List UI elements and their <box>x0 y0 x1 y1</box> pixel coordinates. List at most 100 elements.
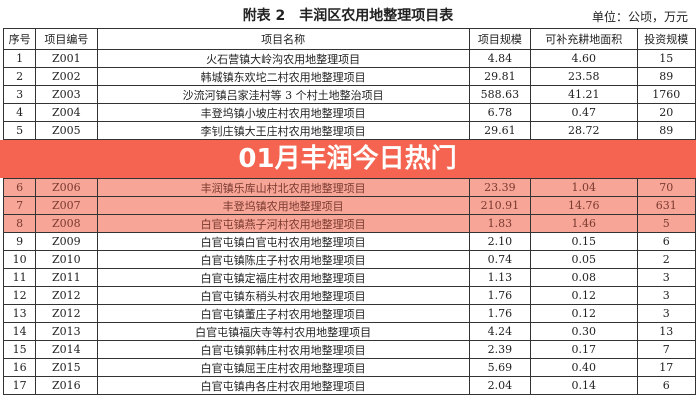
table-cell: 白官屯镇白官屯村农用地整理项目 <box>96 232 470 251</box>
table-cell: Z014 <box>35 340 98 359</box>
column-header: 可补充耕地面积 <box>530 28 638 50</box>
table-row: 13 Z012 白官屯镇董庄子村农用地整理项目 1.76 0.12 3 <box>2 304 696 323</box>
table-cell: 白官屯镇冉各庄村农用地整理项目 <box>96 376 470 395</box>
table-cell: Z010 <box>35 250 98 269</box>
table-cell: 5 <box>2 121 37 140</box>
table-cell: 5.69 <box>468 358 532 377</box>
table-cell: Z005 <box>35 121 98 140</box>
column-header: 项目规模 <box>468 28 532 50</box>
banner-text: 01月丰润今日热门 <box>0 140 696 178</box>
table-row: 2 Z002 韩城镇东欢坨二村农用地整理项目 29.81 23.58 89 <box>2 67 696 86</box>
table-row: 7 Z007 丰登坞镇农用地整理项目 210.91 14.76 631 <box>2 196 696 215</box>
table-cell: 0.08 <box>530 268 638 287</box>
table-cell: Z001 <box>35 49 98 68</box>
table-cell: 沙流河镇吕家洼村等 3 个村土地整治项目 <box>96 85 470 104</box>
table-cell: 4 <box>2 103 37 122</box>
table-cell: 13 <box>2 304 37 323</box>
table-cell: 41.21 <box>530 85 638 104</box>
table-cell: Z008 <box>35 214 98 233</box>
table-row: 6 Z006 丰润镇乐库山村北农用地整理项目 23.39 1.04 70 <box>2 178 696 197</box>
project-table: 序号 项目编号 项目名称 项目规模 可补充耕地面积 投资规模 1 Z001 火石营镇大岭沟农用… <box>0 28 696 395</box>
table-cell: Z007 <box>35 196 98 215</box>
table-cell: 1.13 <box>468 268 532 287</box>
banner-cell: 01月丰润今日热门 <box>0 140 696 179</box>
table-cell: 4.24 <box>468 322 532 341</box>
table-cell: 丰登坞镇小坡庄村农用地整理项目 <box>96 103 470 122</box>
table-cell: 4.60 <box>530 49 638 68</box>
table-cell: 29.61 <box>468 121 532 140</box>
table-cell: 0.47 <box>530 103 638 122</box>
table-cell: 3 <box>636 304 696 323</box>
table-cell: Z002 <box>35 67 98 86</box>
table-cell: Z003 <box>35 85 98 104</box>
table-row: 4 Z004 丰登坞镇小坡庄村农用地整理项目 6.78 0.47 20 <box>2 103 696 122</box>
table-cell: 15 <box>636 49 696 68</box>
table-cell: 0.12 <box>530 304 638 323</box>
column-header: 序号 <box>2 28 37 50</box>
table-cell: 0.05 <box>530 250 638 269</box>
table-cell: 7 <box>2 196 37 215</box>
table-cell: 0.17 <box>530 340 638 359</box>
table-cell: 14.76 <box>530 196 638 215</box>
table-cell: Z013 <box>35 322 98 341</box>
table-cell: 2 <box>2 67 37 86</box>
table-cell: 15 <box>2 340 37 359</box>
table-cell: 631 <box>636 196 696 215</box>
table-cell: 1.04 <box>530 178 638 197</box>
table-cell: 23.58 <box>530 67 638 86</box>
banner-row: 01月丰润今日热门 <box>0 140 696 179</box>
table-cell: 6.78 <box>468 103 532 122</box>
column-header: 项目名称 <box>96 28 470 50</box>
table-cell: 7 <box>636 340 696 359</box>
table-cell: 588.63 <box>468 85 532 104</box>
table-cell: 0.12 <box>530 286 638 305</box>
table-cell: 白官屯镇董庄子村农用地整理项目 <box>96 304 470 323</box>
table-cell: Z015 <box>35 358 98 377</box>
table-cell: 11 <box>2 268 37 287</box>
table-row: 3 Z003 沙流河镇吕家洼村等 3 个村土地整治项目 588.63 41.21 1760 <box>2 85 696 104</box>
table-cell: 6 <box>636 376 696 395</box>
table-row: 5 Z005 李钊庄镇大王庄村农用地整理项目 29.61 28.72 89 <box>2 121 696 140</box>
table-cell: Z012 <box>35 286 98 305</box>
table-cell: 2.04 <box>468 376 532 395</box>
table-cell: 8 <box>2 214 37 233</box>
table-cell: 23.39 <box>468 178 532 197</box>
table-cell: 13 <box>636 322 696 341</box>
table-cell: 29.81 <box>468 67 532 86</box>
table-cell: Z011 <box>35 268 98 287</box>
table-cell: 89 <box>636 67 696 86</box>
table-cell: 17 <box>636 358 696 377</box>
table-cell: 1.83 <box>468 214 532 233</box>
table-cell: 4.84 <box>468 49 532 68</box>
table-cell: 白官屯镇东稍头村农用地整理项目 <box>96 286 470 305</box>
table-title: 附表 2 丰润区农用地整理项目表 <box>242 8 454 24</box>
table-cell: 210.91 <box>468 196 532 215</box>
table-cell: 丰登坞镇农用地整理项目 <box>96 196 470 215</box>
table-row: 8 Z008 白官屯镇燕子河村农用地整理项目 1.83 1.46 5 <box>2 214 696 233</box>
table-cell: 0.14 <box>530 376 638 395</box>
unit-label: 单位：公顷，万元 <box>591 10 688 24</box>
table-cell: 17 <box>2 376 37 395</box>
table-row: 12 Z012 白官屯镇东稍头村农用地整理项目 1.76 0.12 3 <box>2 286 696 305</box>
table-cell: 1.76 <box>468 304 532 323</box>
table-cell: 2.39 <box>468 340 532 359</box>
table-cell: Z009 <box>35 232 98 251</box>
table-row: 17 Z016 白官屯镇冉各庄村农用地整理项目 2.04 0.14 6 <box>2 376 696 395</box>
table-cell: 2.10 <box>468 232 532 251</box>
table-row: 11 Z011 白官屯镇定福庄村农用地整理项目 1.13 0.08 3 <box>2 268 696 287</box>
table-cell: 火石营镇大岭沟农用地整理项目 <box>96 49 470 68</box>
table-row: 16 Z015 白官屯镇屈王庄村农用地整理项目 5.69 0.40 17 <box>2 358 696 377</box>
table-cell: 3 <box>2 85 37 104</box>
column-header: 项目编号 <box>35 28 98 50</box>
table-cell: 白官屯镇屈王庄村农用地整理项目 <box>96 358 470 377</box>
table-row: 15 Z014 白官屯镇郭韩庄村农用地整理项目 2.39 0.17 7 <box>2 340 696 359</box>
table-cell: 1.46 <box>530 214 638 233</box>
table-cell: 10 <box>2 250 37 269</box>
table-cell: 白官屯镇定福庄村农用地整理项目 <box>96 268 470 287</box>
table-cell: 0.74 <box>468 250 532 269</box>
table-cell: 韩城镇东欢坨二村农用地整理项目 <box>96 67 470 86</box>
table-cell: 5 <box>636 214 696 233</box>
table-row: 14 Z013 白官屯镇福庆寺等村农用地整理项目 4.24 0.30 13 <box>2 322 696 341</box>
table-cell: 白官屯镇燕子河村农用地整理项目 <box>96 214 470 233</box>
table-cell: 89 <box>636 121 696 140</box>
